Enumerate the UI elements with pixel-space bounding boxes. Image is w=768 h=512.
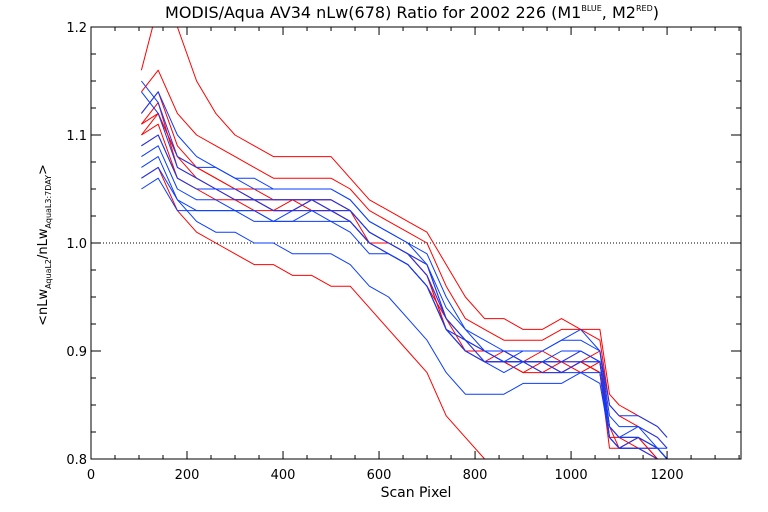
y-tick-label: 1.1 [66, 129, 87, 144]
series-line-15 [141, 91, 668, 449]
series-line-10 [141, 80, 668, 438]
chart-title: MODIS/Aqua AV34 nLw(678) Ratio for 2002 … [165, 3, 659, 22]
y-tick-label: 1.2 [66, 21, 87, 36]
x-tick-label: 200 [175, 468, 200, 483]
ylabel-suffix: > [36, 164, 51, 175]
series-line-5 [141, 102, 659, 459]
x-tick-label: 600 [367, 468, 392, 483]
x-tick-label: 400 [271, 468, 296, 483]
title-end: ) [653, 3, 659, 22]
series-line-1 [141, 112, 659, 459]
series-line-12 [141, 177, 668, 459]
series-line-7 [141, 69, 668, 449]
y-tick-label: 1.0 [66, 237, 87, 252]
series-line-2 [141, 123, 668, 459]
series-line-9 [140, 27, 668, 438]
series-line-11 [141, 145, 668, 459]
series-line-14 [141, 134, 668, 449]
series-line-3 [141, 91, 668, 459]
y-tick-label: 0.8 [66, 453, 87, 468]
title-main: MODIS/Aqua AV34 nLw(678) Ratio for 2002 … [165, 3, 581, 22]
ylabel-mid: /nLw [36, 228, 51, 259]
series-line-17 [141, 91, 668, 459]
x-tick-label: 1200 [651, 468, 684, 483]
x-tick-label: 800 [463, 468, 488, 483]
title-mid: , M2 [602, 3, 636, 22]
ylabel-sub1: AquaL2 [44, 259, 53, 289]
title-sup-red: RED [636, 4, 653, 13]
series-line-16 [141, 166, 668, 459]
ylabel-prefix: <nLw [36, 289, 51, 326]
ylabel-sub2: AquaL3:7DAY [44, 175, 53, 229]
series-line-8 [141, 166, 525, 459]
title-sup-blue: BLUE [581, 4, 601, 13]
series-line-4 [141, 134, 668, 459]
series-line-6 [141, 112, 668, 459]
x-axis-label: Scan Pixel [381, 485, 452, 501]
y-tick-label: 0.9 [66, 345, 87, 360]
x-tick-label: 0 [87, 468, 95, 483]
y-axis-label: <nLwAquaL2/nLwAquaL3:7DAY> [36, 164, 53, 326]
x-tick-label: 1000 [555, 468, 588, 483]
axis-ticks: 0 200 400 600 800 1000 1200 0.8 0.9 1.0 1.1 1.2 [66, 21, 741, 483]
series-group [140, 27, 668, 459]
